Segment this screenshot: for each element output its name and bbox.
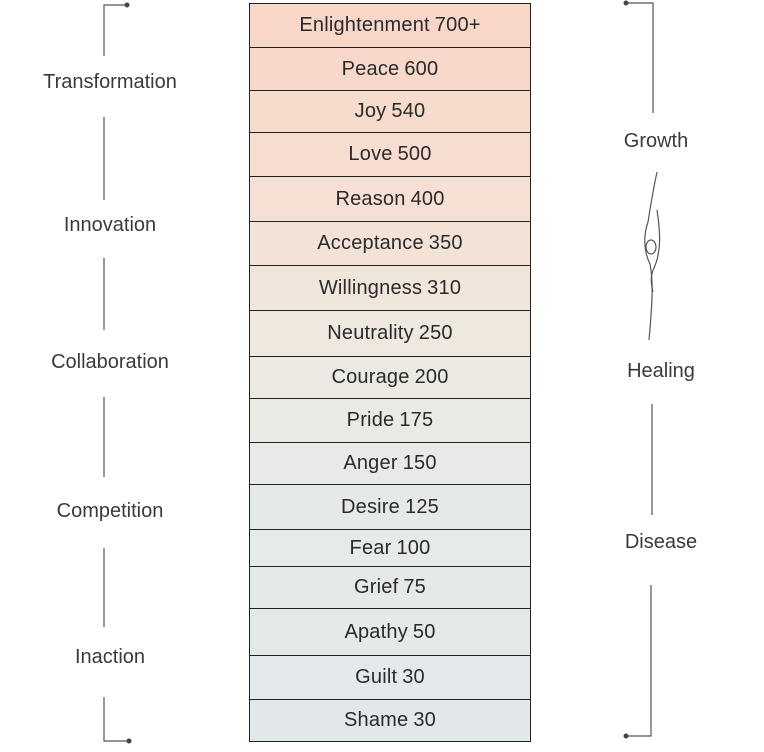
level-apathy: Apathy 50 (250, 609, 530, 656)
level-name: Shame (343, 709, 409, 731)
level-reason: Reason 400 (250, 177, 530, 222)
level-value: 50 (412, 620, 436, 643)
level-name: Love (348, 143, 393, 165)
label-transformation: Transformation (43, 71, 177, 93)
level-guilt: Guilt 30 (250, 656, 530, 700)
level-name: Fear (349, 536, 392, 559)
label-inaction: Inaction (74, 646, 146, 668)
right-bottom-bracket (626, 585, 652, 737)
level-name: Desire (341, 495, 400, 518)
level-value: 700+ (434, 14, 481, 36)
level-fear: Fear 100 (250, 530, 530, 567)
level-name: Enlightenment (299, 14, 430, 36)
level-neutrality: Neutrality 250 (250, 311, 530, 357)
level-name: Pride (346, 409, 395, 431)
left-bottom-bracket (103, 697, 129, 742)
label-competition: Competition (56, 500, 164, 522)
level-value: 30 (413, 709, 437, 731)
level-enlightenment: Enlightenment 700+ (250, 4, 530, 48)
level-name: Joy (354, 100, 387, 122)
level-value: 175 (399, 409, 434, 431)
level-name: Grief (354, 576, 399, 598)
level-name: Willingness (318, 276, 423, 299)
level-value: 400 (410, 187, 445, 210)
level-shame: Shame 30 (250, 700, 530, 741)
label-disease: Disease (624, 531, 698, 553)
level-value: 250 (418, 322, 453, 344)
level-value: 350 (428, 232, 463, 254)
level-grief: Grief 75 (250, 567, 530, 609)
level-value: 75 (403, 576, 426, 598)
level-name: Reason (335, 187, 406, 210)
level-name: Acceptance (317, 232, 424, 254)
level-value: 540 (391, 100, 426, 122)
level-value: 500 (397, 143, 432, 165)
level-pride: Pride 175 (250, 399, 530, 443)
level-peace: Peace 600 (250, 48, 530, 91)
label-growth: Growth (623, 130, 689, 152)
level-name: Anger (343, 452, 398, 474)
level-value: 100 (396, 536, 431, 559)
level-value: 200 (414, 366, 449, 388)
level-acceptance: Acceptance 350 (250, 222, 530, 266)
level-love: Love 500 (250, 133, 530, 177)
left-top-bracket (103, 4, 127, 56)
healing-swirl (644, 171, 658, 341)
consciousness-scale: Enlightenment 700+ Peace 600 Joy 540 Love 5… (249, 3, 531, 742)
level-name: Peace (341, 57, 400, 80)
right-top-bracket (626, 2, 654, 113)
label-innovation: Innovation (63, 214, 157, 236)
label-healing: Healing (627, 360, 695, 382)
level-joy: Joy 540 (250, 91, 530, 133)
level-anger: Anger 150 (250, 443, 530, 485)
level-name: Guilt (355, 666, 398, 688)
level-willingness: Willingness 310 (250, 266, 530, 311)
level-name: Courage (331, 366, 410, 388)
level-value: 125 (405, 495, 439, 518)
level-value: 150 (402, 452, 437, 474)
level-name: Neutrality (327, 322, 414, 344)
level-value: 30 (402, 666, 425, 688)
label-collaboration: Collaboration (51, 351, 169, 373)
healing-swirl-loop (645, 239, 657, 255)
level-value: 600 (404, 57, 439, 80)
level-value: 310 (427, 276, 462, 299)
level-name: Apathy (344, 620, 408, 643)
level-desire: Desire 125 (250, 485, 530, 530)
level-courage: Courage 200 (250, 357, 530, 399)
healing-swirl-outline (650, 209, 661, 293)
